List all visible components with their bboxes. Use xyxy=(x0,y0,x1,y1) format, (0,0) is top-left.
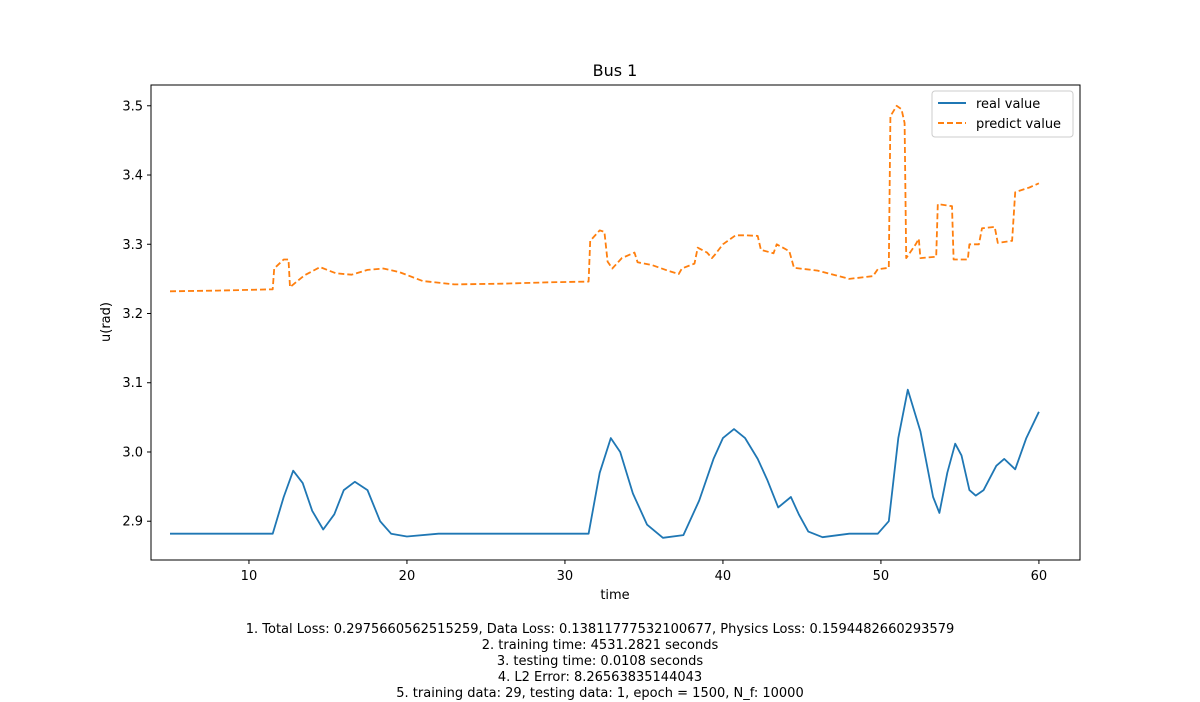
x-tick-label: 50 xyxy=(873,569,890,584)
legend-label-real-value: real value xyxy=(976,97,1040,112)
y-tick-label: 2.9 xyxy=(122,515,143,530)
x-tick-label: 40 xyxy=(715,569,732,584)
chart-title: Bus 1 xyxy=(593,61,638,80)
series-layer xyxy=(169,104,1040,539)
legend: real value predict value xyxy=(931,90,1074,138)
y-tick-label: 3.1 xyxy=(122,376,143,391)
legend-label-predict-value: predict value xyxy=(976,117,1061,132)
caption-line-testing-time: 3. testing time: 0.0108 seconds xyxy=(496,654,704,669)
caption-line-l2-error: 4. L2 Error: 8.26563835144043 xyxy=(497,670,703,685)
y-tick-label: 3.4 xyxy=(122,169,143,184)
x-tick-label: 20 xyxy=(399,569,416,584)
x-tick-label: 10 xyxy=(241,569,258,584)
y-tick-label: 3.0 xyxy=(122,445,143,460)
ticks-layer: 10 20 30 40 50 60 2.9 3.0 3.1 3.2 3.3 3.4 3.5 xyxy=(122,99,1047,584)
y-axis-label: u(rad) xyxy=(99,302,114,342)
series-line-predict-value xyxy=(169,104,1040,293)
x-tick-label: 60 xyxy=(1031,569,1048,584)
series-line-real-value xyxy=(170,388,1040,539)
y-tick-label: 3.5 xyxy=(122,99,143,114)
x-tick-label: 30 xyxy=(557,569,574,584)
axes-frame xyxy=(150,84,1081,561)
y-tick-label: 3.2 xyxy=(122,307,143,322)
x-axis-label: time xyxy=(600,588,629,603)
caption-line-total-loss: 1. Total Loss: 0.2975660562515259, Data … xyxy=(245,622,955,637)
caption-line-training-data: 5. training data: 29, testing data: 1, e… xyxy=(396,686,804,701)
results-caption: 1. Total Loss: 0.2975660562515259, Data … xyxy=(0,622,1200,702)
y-tick-label: 3.3 xyxy=(122,238,143,253)
legend-box xyxy=(931,90,1074,138)
caption-line-training-time: 2. training time: 4531.2821 seconds xyxy=(481,638,719,653)
line-chart: Bus 1 10 20 30 40 50 602.93.03.13.23.33.43.5 … xyxy=(99,61,1081,603)
